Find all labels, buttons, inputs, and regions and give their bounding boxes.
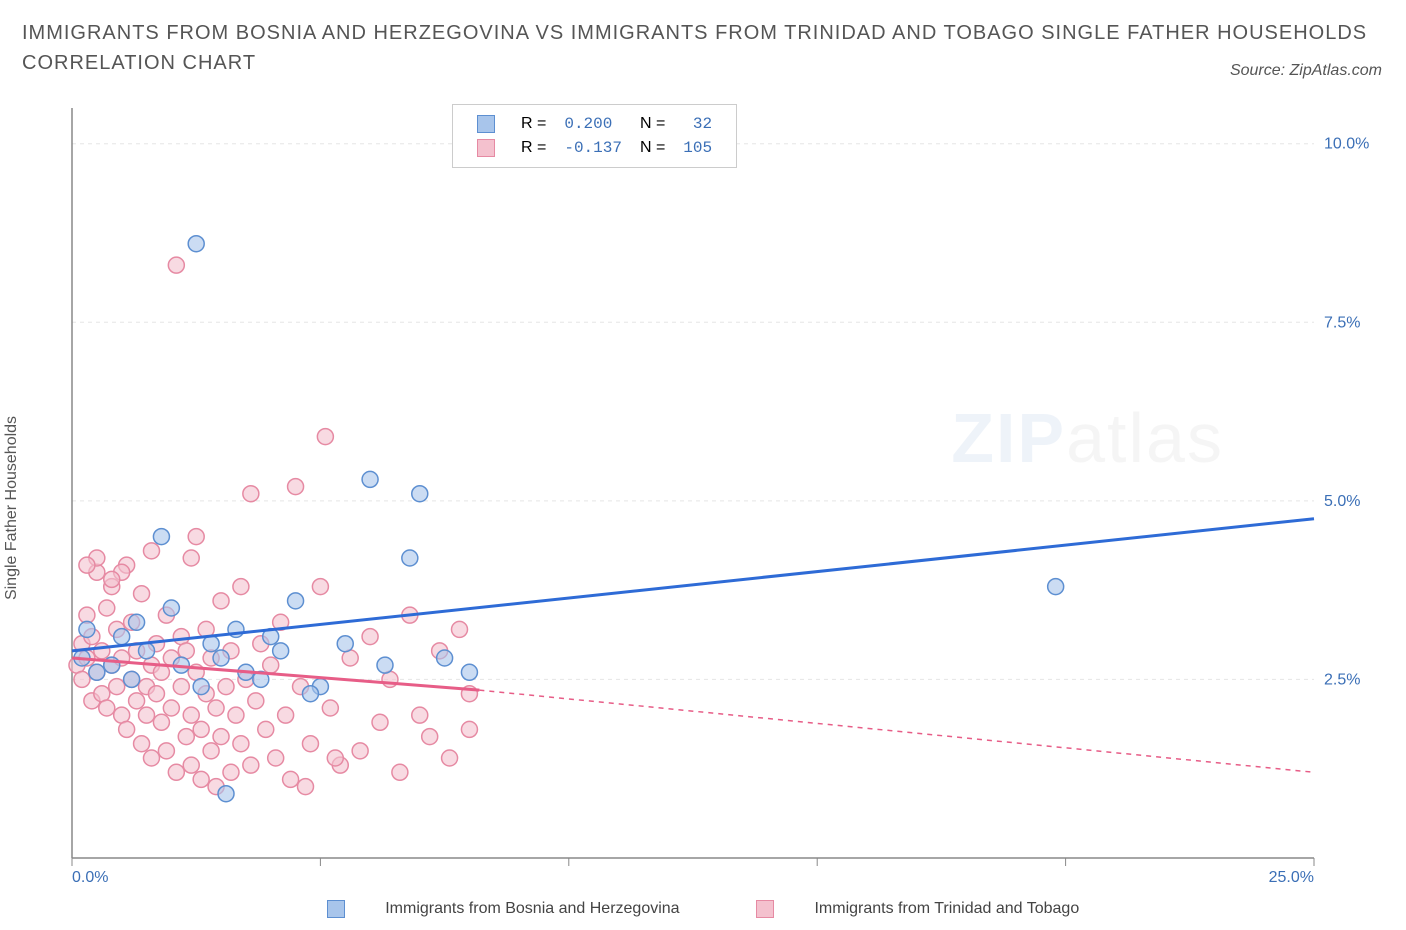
scatter-plot: 0.0% 25.0% 2.5% 5.0% 7.5% 10.0% <box>22 98 1384 888</box>
svg-text:0.0%: 0.0% <box>72 869 108 886</box>
r-label: R = <box>513 113 554 135</box>
series-a-swatch-bottom <box>327 900 345 918</box>
svg-text:10.0%: 10.0% <box>1324 136 1369 153</box>
series-b-swatch-bottom <box>756 900 774 918</box>
chart-title-line2: CORRELATION CHART <box>22 52 256 74</box>
series-b-n-value: 105 <box>675 137 720 159</box>
svg-text:2.5%: 2.5% <box>1324 671 1360 688</box>
series-a-r-value: 0.200 <box>556 113 630 135</box>
svg-text:7.5%: 7.5% <box>1324 314 1360 331</box>
series-b-r-value: -0.137 <box>556 137 630 159</box>
svg-text:25.0%: 25.0% <box>1269 869 1314 886</box>
bottom-legend: Immigrants from Bosnia and Herzegovina I… <box>22 900 1384 918</box>
series-a-swatch <box>477 115 495 133</box>
series-b-name: Immigrants from Trinidad and Tobago <box>814 900 1079 917</box>
y-axis-label: Single Father Households <box>3 416 21 600</box>
series-b-swatch <box>477 139 495 157</box>
watermark: ZIPatlas <box>951 398 1224 478</box>
source-attribution: Source: ZipAtlas.com <box>1230 62 1382 80</box>
chart-title-line1: IMMIGRANTS FROM BOSNIA AND HERZEGOVINA V… <box>22 22 1367 44</box>
series-a-n-value: 32 <box>675 113 720 135</box>
stats-legend: R = 0.200 N = 32 R = -0.137 N = 105 <box>452 104 737 168</box>
n-label: N = <box>632 113 673 135</box>
series-a-name: Immigrants from Bosnia and Herzegovina <box>385 900 679 917</box>
svg-text:5.0%: 5.0% <box>1324 493 1360 510</box>
